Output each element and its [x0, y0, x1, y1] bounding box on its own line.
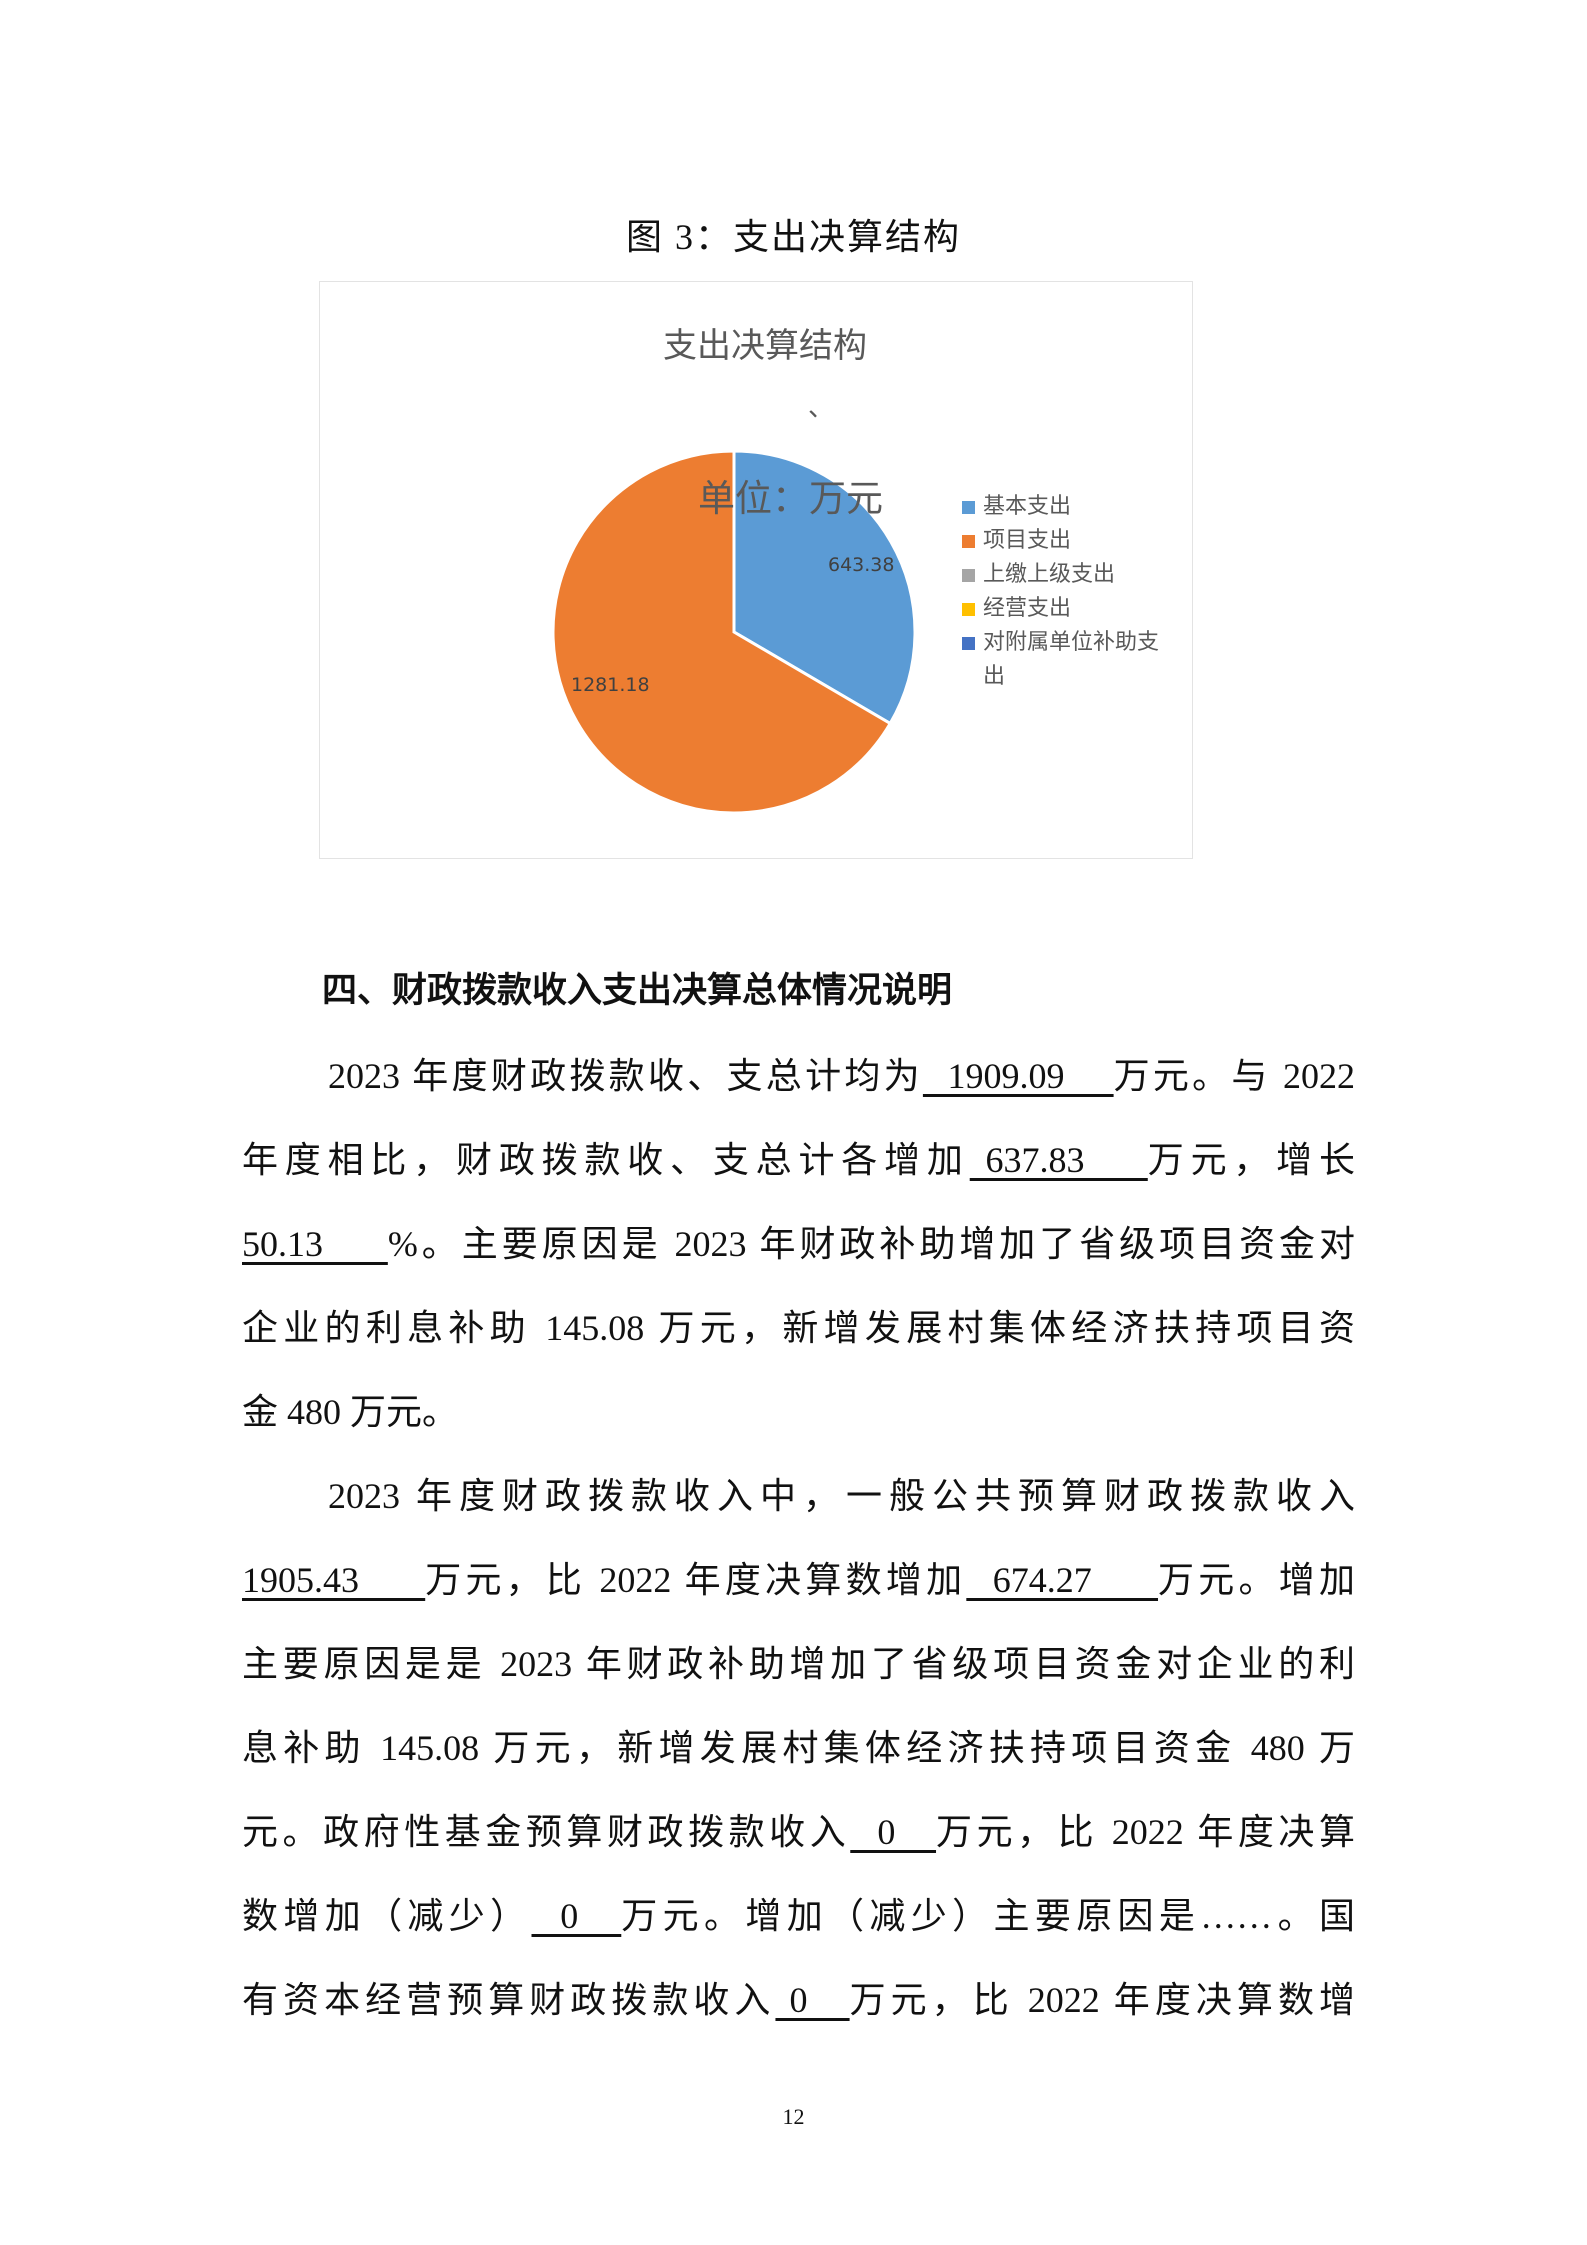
legend-label: 对附属单位补助支 [983, 630, 1160, 655]
text-segment: 万元。增加（减少）主要原因是……。国 [621, 1896, 1355, 1936]
text-line: 1905.43 万元，比 2022 年度决算数增加 674.27 万元。增加 [242, 1550, 1355, 1634]
text-segment: 金 480 万元。 [242, 1392, 459, 1432]
legend-swatch [962, 569, 975, 582]
text-line: 有资本经营预算财政拨款收入 0 万元，比 2022 年度决算数增 [242, 1970, 1355, 2054]
legend-swatch [962, 535, 975, 548]
data-label-project: 1281.18 [571, 674, 650, 696]
text-line: 主要原因是是 2023 年财政补助增加了省级项目资金对企业的利 [242, 1634, 1355, 1718]
text-segment: 数增加（减少） [242, 1896, 532, 1936]
underlined-value: 674.27 [966, 1560, 1159, 1600]
text-segment: 万元，比 2022 年度决算 [936, 1812, 1355, 1852]
legend-label: 出 [983, 664, 1006, 689]
underlined-value: 50.13 [242, 1224, 388, 1264]
chart-title-mark: 、 [808, 393, 835, 423]
underlined-value: 1905.43 [242, 1560, 426, 1600]
text-segment: 主要原因是是 2023 年财政补助增加了省级项目资金对企业的利 [242, 1644, 1355, 1684]
text-segment: 万元。增加 [1158, 1560, 1355, 1600]
legend-label: 项目支出 [983, 528, 1072, 553]
chart-title: 支出决算结构 [663, 326, 867, 366]
pie-slice-0 [732, 449, 917, 726]
text-line: 年度相比，财政拨款收、支总计各增加 637.83 万元，增长 [242, 1130, 1355, 1214]
text-segment: 2023 年度财政拨款收入中，一般公共预算财政拨款收入 [328, 1476, 1355, 1516]
legend-item: 经营支出 [962, 592, 1182, 626]
text-segment: 万元，比 2022 年度决算数增 [849, 1980, 1355, 2020]
underlined-value: 1909.09 [922, 1056, 1114, 1096]
text-segment: %。主要原因是 2023 年财政补助增加了省级项目资金对 [387, 1224, 1355, 1264]
legend-swatch [962, 671, 975, 684]
underlined-value: 637.83 [969, 1140, 1148, 1180]
legend-label: 上缴上级支出 [983, 562, 1116, 587]
text-line: 企业的利息补助 145.08 万元，新增发展村集体经济扶持项目资 [242, 1298, 1355, 1382]
text-segment: 元。政府性基金预算财政拨款收入 [242, 1812, 851, 1852]
legend-swatch [962, 637, 975, 650]
text-line: 50.13 %。主要原因是 2023 年财政补助增加了省级项目资金对 [242, 1214, 1355, 1298]
legend-swatch [962, 501, 975, 514]
legend-label: 经营支出 [983, 596, 1072, 621]
chart-legend: 基本支出项目支出上缴上级支出 经营支出对附属单位补助支出 [962, 490, 1182, 694]
body-text: 2023 年度财政拨款收、支总计均为 1909.09 万元。与 2022 年度相比… [242, 1046, 1355, 2054]
underlined-value: 0 [531, 1896, 622, 1936]
text-segment: 万元，比 2022 年度决算数增加 [425, 1560, 967, 1600]
figure-caption: 图 3：支出决算结构 [625, 217, 961, 257]
underlined-value: 0 [850, 1812, 937, 1852]
legend-item: 对附属单位补助支 [962, 626, 1182, 660]
legend-item: 出 [962, 660, 1182, 694]
text-line: 数增加（减少） 0 万元。增加（减少）主要原因是……。国 [242, 1886, 1355, 1970]
text-line: 元。政府性基金预算财政拨款收入 0 万元，比 2022 年度决算 [242, 1802, 1355, 1886]
legend-label: 基本支出 [983, 494, 1072, 519]
section-heading: 四、财政拨款收入支出决算总体情况说明 [322, 971, 953, 1011]
data-label-basic: 643.38 [828, 554, 895, 576]
text-segment: 年度相比，财政拨款收、支总计各增加 [242, 1140, 970, 1180]
pie-chart: 支出决算结构 、 单位：万元 643.38 1281.18 基本支出项目支出上缴… [319, 281, 1193, 859]
pie-chart-svg [551, 449, 917, 815]
text-segment: 万元，增长 [1147, 1140, 1355, 1180]
legend-item: 项目支出 [962, 524, 1182, 558]
pie-slice-1 [551, 449, 893, 815]
legend-item: 基本支出 [962, 490, 1182, 524]
underlined-value: 0 [775, 1980, 850, 2020]
text-segment: 息补助 145.08 万元，新增发展村集体经济扶持项目资金 480 万 [242, 1728, 1355, 1768]
text-line: 息补助 145.08 万元，新增发展村集体经济扶持项目资金 480 万 [242, 1718, 1355, 1802]
text-segment: 有资本经营预算财政拨款收入 [242, 1980, 776, 2020]
text-segment: 2023 年度财政拨款收、支总计均为 [328, 1056, 923, 1096]
text-segment: 万元。与 2022 [1113, 1056, 1355, 1096]
text-line: 金 480 万元。 [242, 1382, 1355, 1466]
text-line: 2023 年度财政拨款收、支总计均为 1909.09 万元。与 2022 [242, 1046, 1355, 1130]
legend-swatch [962, 603, 975, 616]
chart-unit-label: 单位：万元 [698, 477, 883, 520]
page-number: 12 [782, 2104, 805, 2129]
legend-item: 上缴上级支出 [962, 558, 1182, 592]
text-line: 2023 年度财政拨款收入中，一般公共预算财政拨款收入 [242, 1466, 1355, 1550]
text-segment: 企业的利息补助 145.08 万元，新增发展村集体经济扶持项目资 [242, 1308, 1355, 1348]
